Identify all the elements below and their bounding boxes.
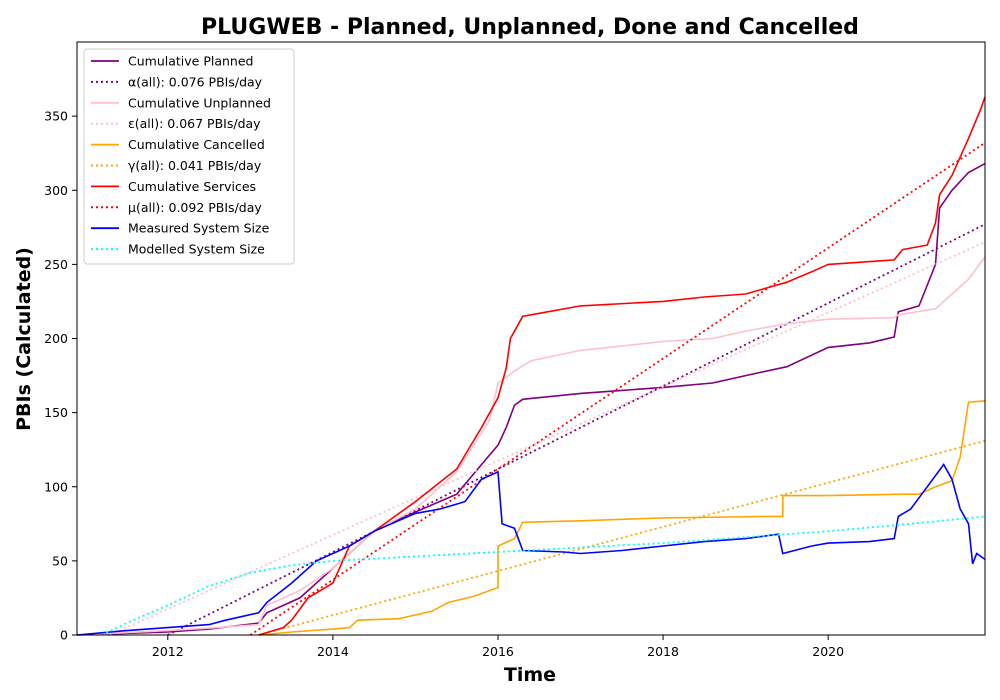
- y-axis-label: PBIs (Calculated): [13, 247, 35, 431]
- legend-box: [83, 48, 295, 265]
- x-tick-label: 2012: [152, 644, 184, 659]
- y-tick-label: 200: [44, 331, 68, 346]
- x-axis-label: Time: [504, 664, 556, 686]
- legend-label: Cumulative Cancelled: [128, 137, 265, 152]
- chart-title: PLUGWEB - Planned, Unplanned, Done and C…: [201, 15, 859, 40]
- legend-label: Cumulative Planned: [128, 54, 253, 69]
- y-tick-label: 0: [60, 628, 68, 643]
- series-all-0-041-pbis-day: [258, 439, 986, 636]
- x-tick-label: 2020: [812, 644, 844, 659]
- y-tick-label: 50: [52, 553, 68, 568]
- legend-label: Measured System Size: [128, 221, 270, 236]
- series-cumulative-services: [258, 96, 986, 636]
- legend: Cumulative Planned α(all): 0.076 PBIs/day…: [83, 48, 295, 265]
- series-all-0-092-pbis-day: [249, 142, 986, 636]
- y-tick-label: 100: [44, 479, 68, 494]
- series-all-0-076-pbis-day: [167, 223, 986, 636]
- legend-label: α(all): 0.076 PBIs/day: [128, 74, 263, 89]
- legend-label: μ(all): 0.092 PBIs/day: [128, 200, 262, 215]
- y-tick-label: 350: [44, 109, 68, 124]
- y-tick-label: 300: [44, 183, 68, 198]
- plot-area: [76, 96, 986, 636]
- legend-label: ε(all): 0.067 PBIs/day: [128, 116, 261, 131]
- series-cumulative-unplanned: [76, 256, 986, 636]
- legend-label: γ(all): 0.041 PBIs/day: [128, 158, 262, 173]
- x-tick-label: 2018: [647, 644, 679, 659]
- x-tick-label: 2014: [317, 644, 349, 659]
- x-axis: 2012 2014 2016 2018 2020: [152, 635, 844, 659]
- y-tick-label: 150: [44, 405, 68, 420]
- legend-label: Cumulative Services: [128, 179, 256, 194]
- legend-label: Modelled System Size: [128, 242, 265, 257]
- series-modelled-system-size: [101, 515, 986, 636]
- x-tick-label: 2016: [482, 644, 514, 659]
- y-axis: 0 50 100 150 200 250 300 350: [44, 109, 77, 643]
- series-measured-system-size: [76, 463, 986, 636]
- series-cumulative-planned: [76, 162, 986, 636]
- y-tick-label: 250: [44, 257, 68, 272]
- legend-label: Cumulative Unplanned: [128, 95, 271, 110]
- series-cumulative-cancelled: [258, 400, 986, 636]
